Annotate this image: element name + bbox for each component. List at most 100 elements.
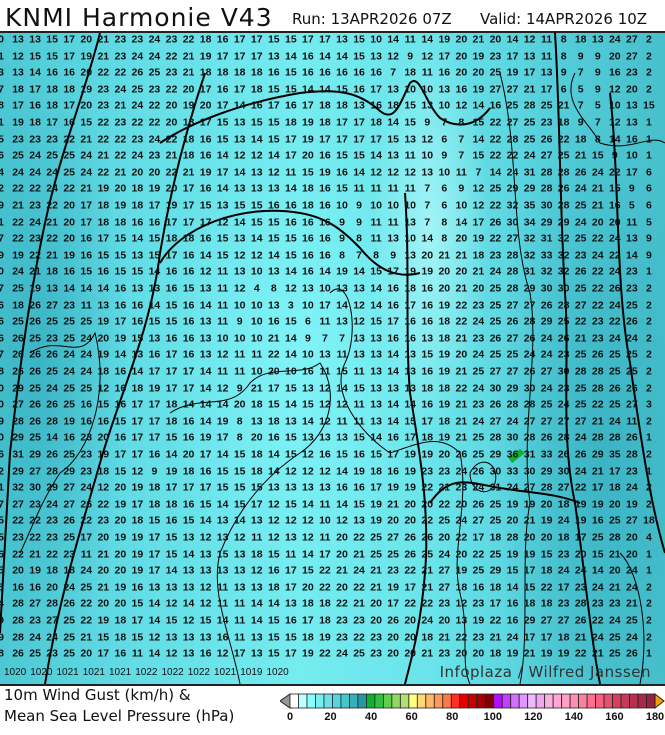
gust-value: 16 — [319, 249, 331, 262]
gust-value: 17 — [199, 83, 212, 96]
gust-value: 17 — [63, 99, 76, 112]
gust-value: 15 — [267, 133, 280, 146]
gust-value: 11 — [319, 531, 331, 544]
colorbar-swatch — [501, 693, 512, 709]
gust-value: 24 — [574, 431, 587, 444]
gust-value: 0 — [0, 34, 4, 46]
gust-value: 8 — [270, 282, 277, 295]
gust-value: 13 — [199, 631, 212, 644]
gust-value: 13 — [199, 348, 212, 361]
gust-value: 25 — [63, 332, 76, 345]
gust-value: 33 — [506, 465, 519, 478]
gust-value: 29 — [29, 448, 41, 461]
gust-value: 6 — [0, 549, 4, 560]
gust-value: 14 — [302, 548, 314, 561]
gust-value: 28 — [506, 265, 519, 278]
gust-value: 7 — [0, 349, 4, 361]
gust-value: 25 — [489, 299, 502, 312]
gust-value: 9 — [458, 182, 465, 195]
gust-value: 13 — [199, 332, 212, 345]
gust-value: 12 — [216, 647, 229, 660]
gust-value: 18 — [250, 465, 263, 478]
gust-value: 26 — [46, 398, 58, 411]
gust-value: 20 — [199, 99, 212, 112]
gust-value: 24 — [523, 149, 536, 162]
gust-value: 28 — [506, 531, 519, 544]
gust-value: 1 — [645, 265, 652, 278]
gust-value: 28 — [557, 166, 570, 179]
gust-value: 26 — [29, 348, 41, 361]
gust-value: 20 — [540, 498, 553, 511]
gust-value: 16 — [250, 99, 263, 112]
gust-value: 15 — [285, 448, 297, 461]
gust-value: 19 — [506, 548, 519, 561]
gust-value: 11 — [353, 365, 365, 378]
gust-value: 8 — [0, 648, 4, 660]
gust-value: 17 — [199, 481, 212, 494]
gust-value: 9 — [594, 66, 601, 79]
gust-value: 19 — [404, 481, 417, 494]
gust-value: 15 — [165, 431, 178, 444]
gust-value: 14 — [370, 299, 382, 312]
gust-value: 14 — [182, 548, 195, 561]
gust-value: 13 — [267, 182, 280, 195]
gust-value: 21 — [574, 332, 587, 345]
gust-value: 20 — [302, 149, 314, 162]
gust-value: 21 — [80, 133, 93, 146]
gust-value: 15 — [404, 415, 417, 428]
colorbar-swatch — [450, 693, 461, 709]
gust-value: 21 — [182, 66, 195, 79]
gust-value: 20 — [455, 66, 468, 79]
gust-value: 27 — [506, 232, 519, 245]
gust-value: 18 — [608, 481, 621, 494]
gust-value: 28 — [557, 299, 570, 312]
gust-value: 25 — [370, 531, 382, 544]
gust-value: 9 — [0, 250, 4, 261]
gust-value: 17 — [319, 299, 331, 312]
gust-value: 18 — [557, 631, 570, 644]
gust-value: 9 — [390, 249, 397, 262]
gust-value: 7 — [322, 332, 328, 345]
gust-value: 18 — [438, 382, 451, 395]
gust-value: 24 — [557, 564, 570, 577]
gust-value: 17 — [302, 33, 314, 46]
gust-value: 23 — [540, 116, 553, 129]
gust-value: 15 — [285, 315, 297, 328]
gust-value: 25 — [63, 166, 76, 179]
gust-value: 20 — [574, 548, 587, 561]
gust-value: 24 — [63, 365, 76, 378]
gust-value: 20 — [387, 514, 399, 527]
gust-value: 22 — [489, 149, 502, 162]
gust-value: 22 — [540, 581, 553, 594]
gust-value: 17 — [302, 614, 314, 627]
gust-value: 21 — [591, 465, 604, 478]
gust-value: 13 — [404, 348, 417, 361]
gust-value: 20 — [455, 232, 468, 245]
gust-value: 24 — [506, 631, 519, 644]
gust-value: 16 — [319, 182, 331, 195]
gust-value: 17 — [148, 564, 161, 577]
gust-value: 26 — [540, 431, 553, 444]
gust-value: 13 — [319, 348, 331, 361]
gust-value: 18 — [489, 531, 502, 544]
gust-value: 15 — [216, 481, 229, 494]
gust-value: 26 — [489, 332, 502, 345]
gust-value: 13 — [182, 531, 195, 544]
gust-value: 29 — [523, 182, 536, 195]
gust-value: 25 — [63, 398, 76, 411]
gust-value: 8 — [236, 415, 243, 428]
gust-value: 19 — [455, 564, 468, 577]
gust-value: 26 — [626, 315, 638, 328]
gust-value: 17 — [319, 548, 331, 561]
gust-value: 24 — [591, 631, 604, 644]
gust-value: 28 — [12, 597, 24, 610]
gust-value: 27 — [557, 481, 570, 494]
gust-value: 13 — [336, 33, 348, 46]
gust-value: 20 — [455, 548, 468, 561]
gust-value: 21 — [421, 647, 434, 660]
gust-value: 13 — [250, 514, 263, 527]
gust-value: 14 — [370, 282, 382, 295]
gust-value: 11 — [217, 597, 229, 610]
gust-value: 17 — [199, 216, 212, 229]
gust-value: 22 — [63, 182, 76, 195]
